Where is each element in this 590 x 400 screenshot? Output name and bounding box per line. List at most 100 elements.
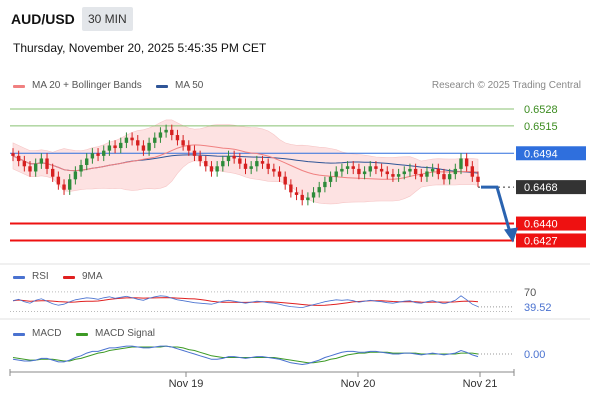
macd-line xyxy=(12,345,479,366)
x-tick-label: Nov 21 xyxy=(463,378,498,390)
candle-body xyxy=(50,168,55,177)
level-badge-0.6440 xyxy=(516,216,586,231)
candle-body xyxy=(90,153,95,159)
candle-body xyxy=(266,163,270,169)
candle-body xyxy=(260,161,265,164)
macd-signal-swatch xyxy=(76,333,88,336)
candle-body xyxy=(113,145,117,149)
candle-body xyxy=(453,168,458,175)
level-label-0.6515: 0.6515 xyxy=(524,121,558,133)
chart-datetime: Thursday, November 20, 2025 5:45:35 PM C… xyxy=(13,41,267,55)
candle-body xyxy=(294,192,299,195)
candle-body xyxy=(130,137,134,141)
candle-body xyxy=(300,194,304,201)
candle-body xyxy=(147,142,151,151)
candle-body xyxy=(102,150,106,156)
candle-body xyxy=(73,171,78,180)
candle-body xyxy=(317,187,321,193)
forecast-arrow xyxy=(481,185,512,233)
candle-body xyxy=(215,166,219,172)
candle-body xyxy=(408,168,412,172)
candle-body xyxy=(476,176,480,182)
candle-body xyxy=(289,184,293,193)
level-label-0.6440: 0.6440 xyxy=(524,219,558,231)
candle-body xyxy=(357,168,361,175)
candle-body xyxy=(238,158,242,164)
candle-body xyxy=(311,192,316,198)
candle-body xyxy=(39,158,44,164)
candle-body xyxy=(226,155,231,162)
candle-body xyxy=(11,153,15,156)
candle-body xyxy=(68,179,72,190)
rsi-current-label: 39.52 xyxy=(524,302,552,314)
candle-body xyxy=(351,166,355,169)
candle-body xyxy=(187,145,191,151)
timeframe-button[interactable]: 30 MIN xyxy=(82,7,133,31)
candle-body xyxy=(277,171,282,177)
macd-signal-line xyxy=(12,345,479,364)
candle-body xyxy=(107,145,112,151)
candle-body xyxy=(175,135,180,141)
candle-body xyxy=(255,161,259,167)
ma50-swatch xyxy=(156,85,168,88)
candle-body xyxy=(345,166,350,169)
candle-body xyxy=(243,163,248,169)
candle-body xyxy=(232,155,236,159)
macd-current-label: 0.00 xyxy=(524,349,545,361)
candle-body xyxy=(28,166,32,172)
rsi-ma-swatch xyxy=(63,276,75,279)
candle-body xyxy=(413,168,418,175)
candle-body xyxy=(368,166,372,172)
candle-body xyxy=(272,168,276,172)
candle-body xyxy=(79,164,83,172)
x-tick-label: Nov 19 xyxy=(169,378,204,390)
candle-body xyxy=(459,158,463,169)
candle-body xyxy=(430,168,435,172)
legend-ma50: MA 50 xyxy=(175,80,204,91)
ma20-line xyxy=(12,144,479,180)
candle-body xyxy=(402,171,406,175)
candle-body xyxy=(153,137,157,143)
candle-body xyxy=(447,174,452,180)
rsi-level-label: 70 xyxy=(524,287,536,299)
candle-body xyxy=(204,161,208,167)
candle-body xyxy=(209,166,214,172)
candle-body xyxy=(22,161,27,167)
candle-body xyxy=(419,174,423,177)
candle-body xyxy=(374,166,378,169)
candle-body xyxy=(362,171,367,175)
legend-macd-signal: MACD Signal xyxy=(95,328,156,339)
level-label-0.6427: 0.6427 xyxy=(524,235,558,247)
candle-body xyxy=(396,174,401,177)
candle-body xyxy=(442,174,446,180)
candle-body xyxy=(85,158,89,165)
chart-header: AUD/USD 30 MIN xyxy=(0,0,590,38)
candle-body xyxy=(306,197,310,201)
ma20-swatch xyxy=(13,85,25,88)
candle-body xyxy=(33,163,38,172)
macd-swatch xyxy=(13,333,25,336)
candle-body xyxy=(221,161,225,167)
candle-body xyxy=(340,168,344,172)
candle-body xyxy=(181,140,185,146)
chart-credit: Research © 2025 Trading Central xyxy=(431,80,581,91)
candle-body xyxy=(464,158,469,167)
candle-body xyxy=(379,168,384,172)
candle-body xyxy=(425,171,429,177)
candle-body xyxy=(391,174,395,177)
rsi-line xyxy=(12,295,479,309)
candle-body xyxy=(283,176,287,185)
level-label-0.6468: 0.6468 xyxy=(524,182,558,194)
level-label-0.6528: 0.6528 xyxy=(524,104,558,116)
x-tick-label: Nov 20 xyxy=(341,378,376,390)
candle-body xyxy=(158,132,163,138)
candle-body xyxy=(124,137,129,143)
legend-macd: MACD xyxy=(32,328,62,339)
candle-body xyxy=(334,171,338,177)
forecast-arrowhead xyxy=(504,227,518,243)
candle-body xyxy=(385,171,389,175)
candle-body xyxy=(164,129,168,133)
legend-rsi: RSI xyxy=(32,271,49,282)
candle-body xyxy=(62,184,66,190)
